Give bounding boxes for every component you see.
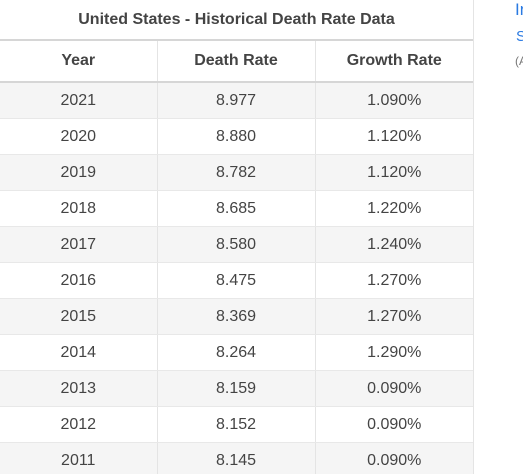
table-row: 2019 8.782 1.120% xyxy=(0,154,473,191)
cell-year: 2019 xyxy=(0,154,158,191)
table-row: 2020 8.880 1.120% xyxy=(0,118,473,155)
cell-year: 2017 xyxy=(0,226,158,263)
cell-growth-rate: 1.290% xyxy=(315,334,473,371)
cell-death-rate: 8.685 xyxy=(157,190,316,227)
header-growth-rate: Growth Rate xyxy=(315,41,473,83)
table-row: 2017 8.580 1.240% xyxy=(0,226,473,263)
cell-growth-rate: 1.220% xyxy=(315,190,473,227)
cell-year: 2013 xyxy=(0,370,158,407)
sidebar-link-secondary[interactable]: S xyxy=(516,28,523,45)
cell-growth-rate: 1.270% xyxy=(315,262,473,299)
table-row: 2011 8.145 0.090% xyxy=(0,442,473,474)
table-row: 2013 8.159 0.090% xyxy=(0,370,473,407)
cell-death-rate: 8.369 xyxy=(157,298,316,335)
cell-year: 2018 xyxy=(0,190,158,227)
table-row: 2016 8.475 1.270% xyxy=(0,262,473,299)
cell-growth-rate: 1.240% xyxy=(315,226,473,263)
cell-year: 2021 xyxy=(0,82,158,119)
cell-growth-rate: 0.090% xyxy=(315,406,473,443)
cell-growth-rate: 0.090% xyxy=(315,442,473,474)
cell-year: 2015 xyxy=(0,298,158,335)
cell-growth-rate: 0.090% xyxy=(315,370,473,407)
table-row: 2021 8.977 1.090% xyxy=(0,82,473,119)
cell-growth-rate: 1.120% xyxy=(315,154,473,191)
table-row: 2015 8.369 1.270% xyxy=(0,298,473,335)
cell-growth-rate: 1.270% xyxy=(315,298,473,335)
cell-death-rate: 8.977 xyxy=(157,82,316,119)
cell-year: 2016 xyxy=(0,262,158,299)
cell-growth-rate: 1.120% xyxy=(315,118,473,155)
cell-death-rate: 8.580 xyxy=(157,226,316,263)
sidebar-note: (A xyxy=(515,54,523,68)
header-year: Year xyxy=(0,41,158,83)
cell-death-rate: 8.782 xyxy=(157,154,316,191)
table-row: 2014 8.264 1.290% xyxy=(0,334,473,371)
cell-death-rate: 8.152 xyxy=(157,406,316,443)
table-row: 2018 8.685 1.220% xyxy=(0,190,473,227)
table-title: United States - Historical Death Rate Da… xyxy=(0,0,473,41)
table-row: 2012 8.152 0.090% xyxy=(0,406,473,443)
table-header-row: Year Death Rate Growth Rate xyxy=(0,41,473,83)
cell-death-rate: 8.145 xyxy=(157,442,316,474)
cell-death-rate: 8.475 xyxy=(157,262,316,299)
cell-year: 2014 xyxy=(0,334,158,371)
table-body: 2021 8.977 1.090% 2020 8.880 1.120% 2019 8.782 1… xyxy=(0,82,473,474)
header-death-rate: Death Rate xyxy=(157,41,316,83)
cell-growth-rate: 1.090% xyxy=(315,82,473,119)
sidebar-link[interactable]: In xyxy=(515,0,523,19)
cell-year: 2020 xyxy=(0,118,158,155)
cell-year: 2012 xyxy=(0,406,158,443)
death-rate-table: Year Death Rate Growth Rate 2021 8.977 1.0… xyxy=(0,41,473,474)
cell-death-rate: 8.880 xyxy=(157,118,316,155)
cell-year: 2011 xyxy=(0,442,158,474)
cell-death-rate: 8.264 xyxy=(157,334,316,371)
death-rate-table-container: United States - Historical Death Rate Da… xyxy=(0,0,474,474)
cell-death-rate: 8.159 xyxy=(157,370,316,407)
